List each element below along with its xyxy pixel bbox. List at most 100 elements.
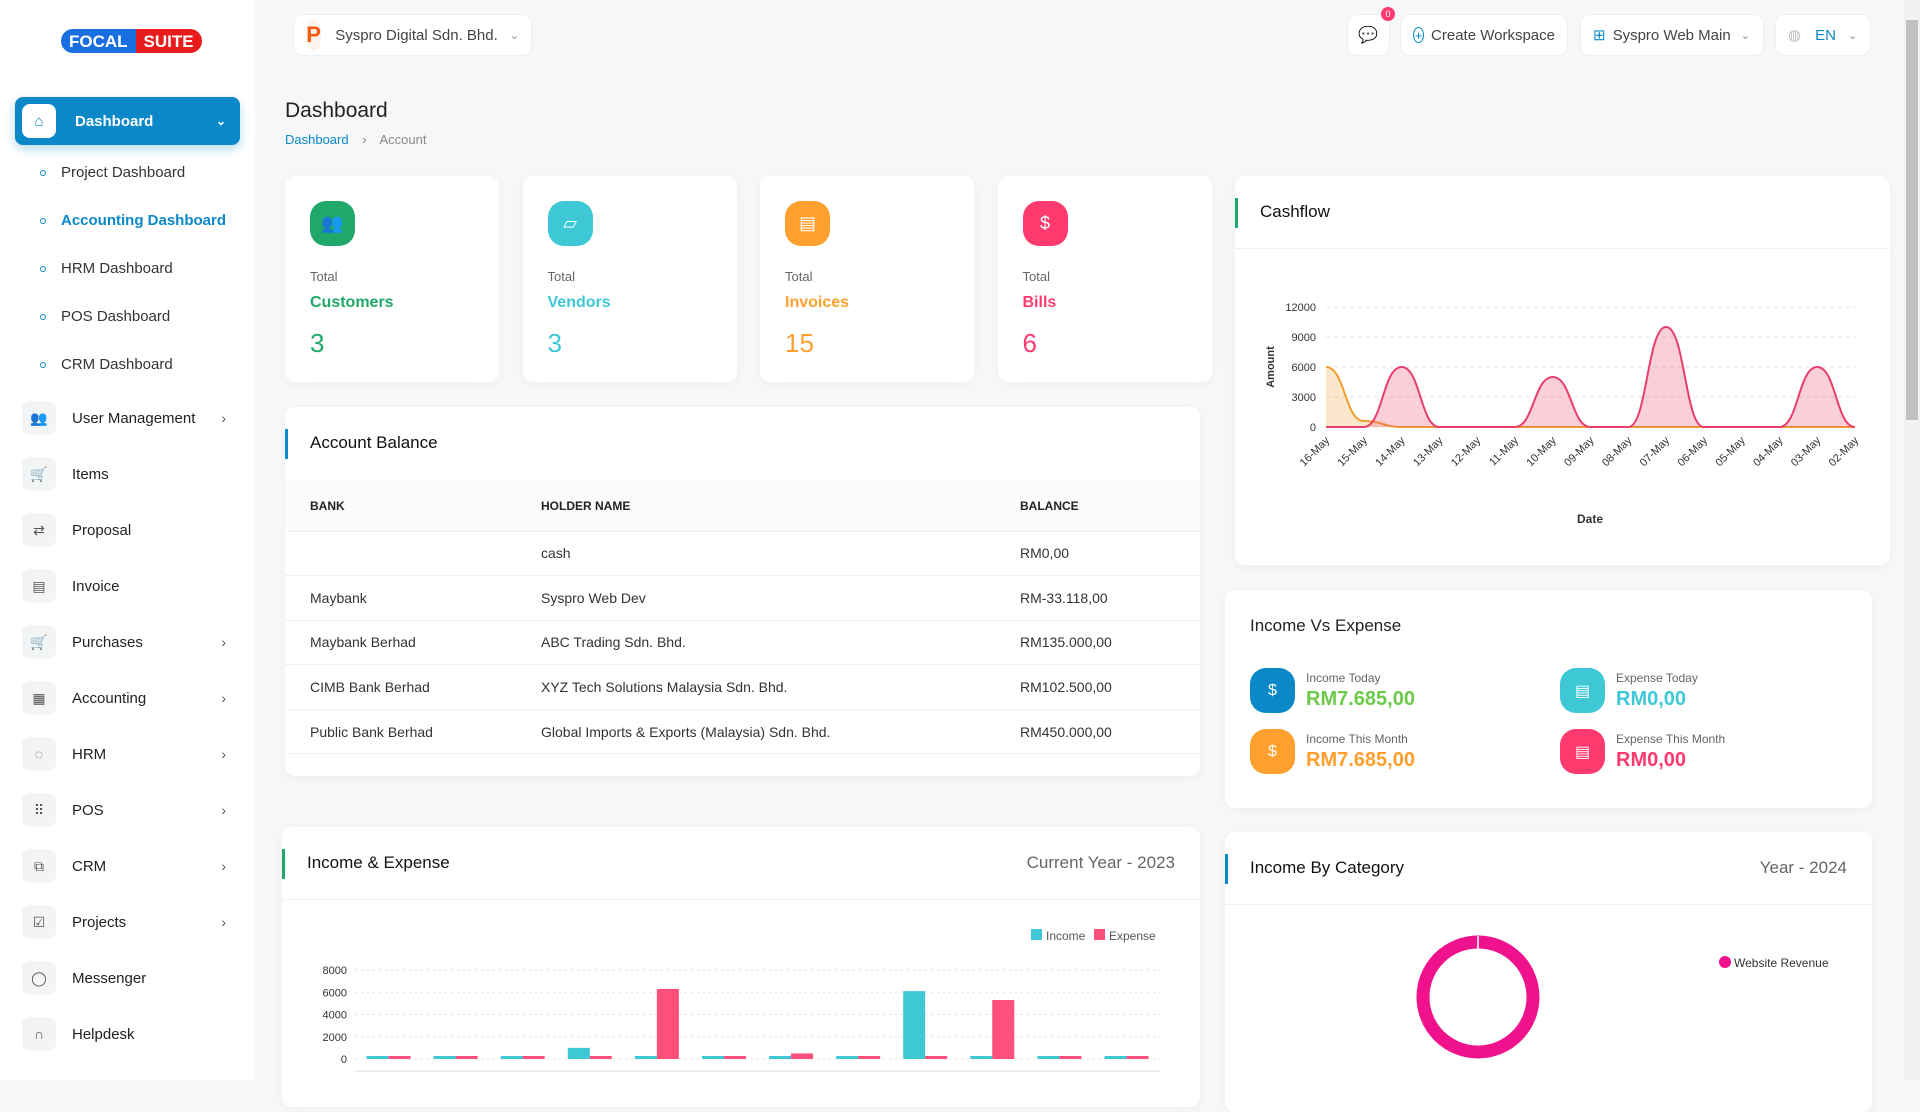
bullet-icon (40, 169, 46, 176)
stat-label: Bills (1022, 294, 1057, 311)
language-selector[interactable]: ◍ EN ⌄ (1775, 14, 1871, 56)
stat-value: RM7.685,00 (1306, 687, 1415, 710)
chevron-right-icon: › (221, 802, 226, 818)
stat-label: Income This Month (1306, 731, 1408, 746)
income-vs-expense-card: Income Vs Expense $ Income Today RM7.685,0… (1225, 590, 1872, 808)
stat-value: RM0,00 (1616, 687, 1687, 710)
sidebar-item-hrm[interactable]: ◌ HRM › (22, 736, 232, 772)
stat-value: 3 (547, 328, 562, 358)
stat-card-bills[interactable]: $ Total Bills 6 (997, 176, 1212, 382)
income-by-category-chart: Website Revenue (1416, 935, 1829, 1059)
income-expense-stat: ▤ Expense This Month RM0,00 (1560, 729, 1725, 774)
grid-icon: ▦ (22, 681, 56, 715)
column-header-holder-name: HOLDER NAME (541, 481, 1020, 532)
account-balance-card: Account Balance BANK HOLDER NAME BALANCE… (285, 407, 1200, 776)
sidebar-item-user-management[interactable]: 👥 User Management › (22, 400, 232, 436)
invoices-icon: ▤ (785, 201, 830, 246)
income-expense-stat: $ Income Today RM7.685,00 (1250, 668, 1415, 713)
legend-label-website-revenue: Website Revenue (1734, 956, 1829, 970)
sidebar-item-pos[interactable]: ⠿ POS › (22, 792, 232, 828)
income-expense-stat: ▤ Expense Today RM0,00 (1560, 668, 1698, 713)
stat-card-invoices[interactable]: ▤ Total Invoices 15 (760, 176, 974, 382)
sidebar-item-items[interactable]: 🛒 Items (22, 456, 232, 492)
sidebar-item-helpdesk[interactable]: ∩ Helpdesk (22, 1016, 232, 1052)
stat-caption: Total (785, 269, 813, 284)
chevron-down-icon: ⌄ (509, 29, 519, 42)
sidebar-item-crm[interactable]: ⧉ CRM › (22, 848, 232, 884)
table-row: Maybank Berhad ABC Trading Sdn. Bhd. RM135… (285, 620, 1200, 666)
company-selector[interactable]: P Syspro Digital Sdn. Bhd. ⌄ (293, 14, 532, 56)
breadcrumb: Dashboard › Account (285, 132, 426, 147)
holder-name-cell: Syspro Web Dev (541, 575, 1020, 621)
chevron-right-icon: › (221, 858, 226, 874)
balance-cell: RM102.500,00 (1020, 664, 1200, 710)
sidebar-item-label: Messenger (72, 969, 147, 987)
stat-caption: Total (547, 269, 575, 284)
sidebar-item-label: User Management (72, 409, 196, 427)
chevron-right-icon: › (221, 410, 226, 426)
table-row: cash RM0,00 (285, 531, 1200, 577)
sidebar-item-projects[interactable]: ☑ Projects › (22, 904, 232, 940)
sidebar-item-purchases[interactable]: 🛒 Purchases › (22, 624, 232, 660)
sidebar-item-label: HRM (72, 745, 107, 763)
chevron-right-icon: › (221, 746, 226, 762)
dots-grid-icon: ⠿ (22, 793, 56, 827)
income-expense-card: Income & Expense Current Year - 2023 (282, 827, 1200, 1107)
sidebar-item-label: CRM (72, 857, 107, 875)
bank-cell: CIMB Bank Berhad (285, 664, 541, 710)
stat-card-vendors[interactable]: ▱ Total Vendors 3 (522, 176, 737, 382)
sidebar-item-label: Dashboard (75, 112, 154, 130)
sidebar-subitem[interactable]: POS Dashboard (40, 308, 170, 325)
stat-card-customers[interactable]: 👥 Total Customers 3 (285, 176, 499, 382)
sidebar-item-accounting[interactable]: ▦ Accounting › (22, 680, 232, 716)
sidebar-subitem[interactable]: HRM Dashboard (40, 260, 173, 277)
scrollbar[interactable] (1904, 0, 1920, 1080)
plus-circle-icon: + (1413, 27, 1425, 43)
hrm-icon: ◌ (22, 737, 56, 771)
messages-button[interactable]: 💬 0 (1347, 7, 1395, 56)
sidebar-subitem[interactable]: CRM Dashboard (40, 356, 173, 373)
create-workspace-button[interactable]: + Create Workspace (1400, 14, 1568, 56)
page-title: Dashboard (285, 99, 388, 122)
sidebar-item-proposal[interactable]: ⇄ Proposal (22, 512, 232, 548)
bank-cell: Maybank Berhad (285, 620, 541, 666)
bills-icon: $ (1022, 201, 1068, 246)
document-icon: ▤ (1560, 729, 1605, 774)
holder-name-cell: Global Imports & Exports (Malaysia) Sdn.… (541, 709, 1020, 755)
sidebar-item-dashboard[interactable]: ⌂ Dashboard ⌄ (15, 97, 240, 145)
bank-cell (285, 531, 541, 577)
company-name: Syspro Digital Sdn. Bhd. (335, 26, 498, 44)
scrollbar-thumb[interactable] (1906, 20, 1918, 420)
card-title: Income Vs Expense (1250, 616, 1402, 635)
holder-name-cell: ABC Trading Sdn. Bhd. (541, 620, 1020, 666)
breadcrumb-link[interactable]: Dashboard (285, 132, 349, 147)
vendors-icon: ▱ (547, 201, 593, 246)
sidebar-item-label: Proposal (72, 521, 132, 539)
bullet-icon (40, 265, 46, 272)
stat-value: 3 (310, 328, 325, 358)
focal-suite-logo[interactable]: FOCAL SUITE (61, 29, 202, 53)
donut-slice-website-revenue[interactable] (1416, 935, 1540, 1059)
workspace-selector[interactable]: ⊞ Syspro Web Main ⌄ (1580, 14, 1764, 56)
stat-label: Vendors (547, 294, 611, 311)
sidebar-item-label: Accounting (72, 689, 147, 707)
chevron-right-icon: › (221, 634, 226, 650)
breadcrumb-current: Account (379, 132, 427, 147)
bullet-icon (40, 361, 46, 368)
chevron-down-icon: ⌄ (1847, 29, 1858, 42)
sidebar-item-messenger[interactable]: ◯ Messenger (22, 960, 232, 996)
sidebar-item-label: Projects (72, 913, 127, 931)
sidebar-subitem[interactable]: Accounting Dashboard (40, 212, 226, 229)
chat-icon: 💬 (1358, 27, 1378, 44)
crm-icon: ⧉ (22, 849, 56, 883)
account-balance-table: BANK HOLDER NAME BALANCE cash RM0,00 Mayban… (285, 481, 1200, 755)
sidebar: FOCAL SUITE ⌂ Dashboard ⌄ Project Dashboard… (0, 0, 255, 1080)
sidebar-subitem-label: HRM Dashboard (61, 260, 173, 277)
company-logo-icon: P (306, 19, 322, 51)
card-subtitle: Current Year - 2023 (1026, 853, 1175, 872)
legend-marker-website-revenue (1719, 956, 1731, 968)
sidebar-subitem[interactable]: Project Dashboard (40, 164, 185, 181)
balance-cell: RM0,00 (1020, 531, 1200, 577)
cashflow-card: Cashflow (1235, 176, 1890, 565)
sidebar-item-invoice[interactable]: ▤ Invoice (22, 568, 232, 604)
